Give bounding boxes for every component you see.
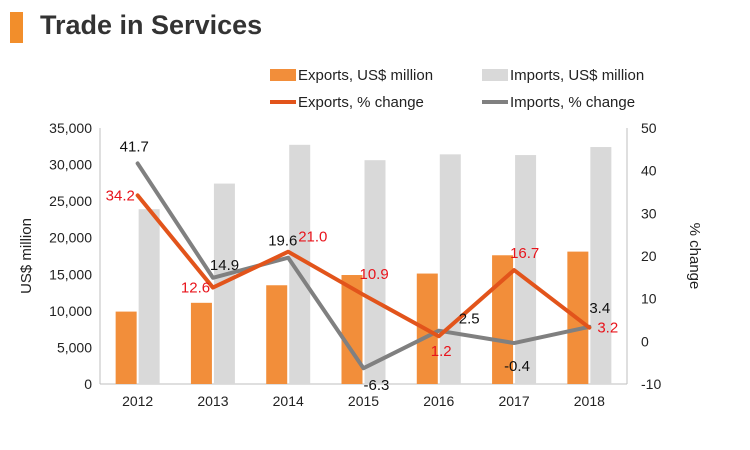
legend-exports-value-label: Exports, US$ million xyxy=(298,67,433,84)
imports-bar xyxy=(364,160,386,384)
imports-bar xyxy=(289,144,311,384)
left-axis-tick-label: 10,000 xyxy=(49,303,92,319)
imports-pct-change-line xyxy=(135,161,592,371)
right-axis-tick-label: 40 xyxy=(641,163,657,179)
legend-imports-pct-label: Imports, % change xyxy=(510,94,635,111)
exports-pct-data-label: 10.9 xyxy=(360,266,389,283)
imports-pct-data-label: 14.9 xyxy=(210,257,239,274)
exports-pct-data-label: 3.2 xyxy=(597,320,618,337)
x-axis-tick-label: 2013 xyxy=(197,393,228,409)
exports-bar xyxy=(190,302,212,384)
right-axis-tick-label: 0 xyxy=(641,333,649,349)
right-axis-tick-label: 20 xyxy=(641,248,657,264)
x-axis-tick-label: 2017 xyxy=(498,393,529,409)
page-title: Trade in Services xyxy=(40,10,263,40)
left-axis-tick-label: 20,000 xyxy=(49,230,92,246)
title-accent-bar xyxy=(10,12,23,43)
x-axis-tick-label: 2015 xyxy=(348,393,379,409)
exports-pct-data-label: 16.7 xyxy=(510,245,539,262)
left-axis-tick-label: 35,000 xyxy=(49,120,92,136)
exports-bar xyxy=(115,311,137,384)
imports-bar xyxy=(590,147,612,384)
left-axis-tick-label: 15,000 xyxy=(49,266,92,282)
imports-pct-data-label: -6.3 xyxy=(364,377,390,394)
x-axis-tick-label: 2016 xyxy=(423,393,454,409)
right-axis-tick-label: -10 xyxy=(641,376,661,392)
x-axis-tick-label: 2014 xyxy=(273,393,304,409)
imports-bar xyxy=(439,154,461,384)
x-axis-tick-label: 2018 xyxy=(574,393,605,409)
left-axis-tick-label: 0 xyxy=(84,376,92,392)
left-axis-tick-label: 5,000 xyxy=(57,339,92,355)
imports-pct-data-label: 41.7 xyxy=(120,138,149,155)
left-axis-title: US$ million xyxy=(18,218,35,294)
exports-pct-data-label: 1.2 xyxy=(431,343,452,360)
right-axis-tick-label: 10 xyxy=(641,291,657,307)
legend-imports-value-swatch xyxy=(482,69,508,81)
imports-pct-data-label: 3.4 xyxy=(589,300,610,317)
left-axis-tick-label: 25,000 xyxy=(49,193,92,209)
right-axis-title: % change xyxy=(686,223,703,290)
right-axis-tick-label: 30 xyxy=(641,205,657,221)
left-axis-tick-label: 30,000 xyxy=(49,157,92,173)
legend-imports-value-label: Imports, US$ million xyxy=(510,67,644,84)
imports-bar xyxy=(138,209,160,384)
imports-pct-data-label: -0.4 xyxy=(504,358,530,375)
exports-pct-data-label: 21.0 xyxy=(298,229,327,246)
legend-exports-pct-label: Exports, % change xyxy=(298,94,424,111)
exports-pct-data-label: 12.6 xyxy=(181,280,210,297)
legend-exports-value-swatch xyxy=(270,69,296,81)
imports-pct-data-label: 19.6 xyxy=(268,233,297,250)
x-axis-tick-label: 2012 xyxy=(122,393,153,409)
imports-bar xyxy=(515,155,537,384)
exports-bar xyxy=(266,285,288,384)
right-axis-tick-label: 50 xyxy=(641,120,657,136)
imports-pct-data-label: 2.5 xyxy=(459,311,480,328)
exports-pct-data-label: 34.2 xyxy=(106,187,135,204)
exports-pct-change-line xyxy=(135,193,592,339)
